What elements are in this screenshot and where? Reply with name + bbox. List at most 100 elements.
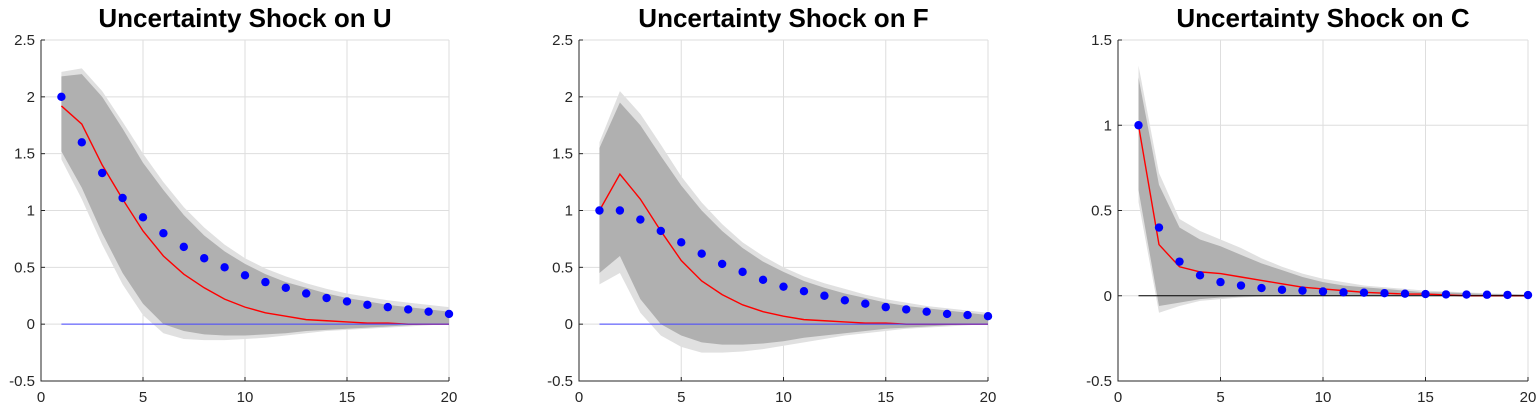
inner-band [599, 102, 988, 345]
data-point [717, 259, 727, 269]
data-point [200, 254, 209, 263]
x-tick-label: 10 [237, 389, 254, 406]
data-point [159, 229, 168, 238]
data-point [983, 312, 993, 321]
data-point [1339, 288, 1348, 297]
data-point [861, 299, 870, 308]
y-tick-label: 0 [1104, 288, 1112, 305]
data-point [1236, 281, 1246, 290]
data-point [363, 300, 372, 310]
y-tick-label: 1 [565, 203, 573, 220]
y-tick-label: 2.5 [14, 32, 35, 49]
data-point [322, 293, 331, 303]
x-tick-label: 20 [980, 389, 997, 406]
data-point [636, 215, 645, 224]
data-point [1462, 290, 1471, 299]
data-point [1298, 286, 1307, 295]
data-point [615, 206, 625, 215]
data-point [799, 287, 809, 296]
y-tick-label: 1.5 [14, 146, 35, 163]
data-point [1195, 271, 1205, 280]
data-point [1503, 290, 1512, 300]
data-point [261, 277, 270, 287]
data-point [881, 302, 890, 312]
data-point [1482, 290, 1492, 299]
data-point [1359, 288, 1369, 297]
y-tick-label: 1.5 [552, 146, 573, 163]
data-point [98, 168, 107, 178]
data-point [220, 263, 229, 272]
y-tick-label: 2.5 [552, 32, 573, 49]
data-point [840, 296, 850, 305]
data-point [902, 305, 911, 314]
data-point [240, 271, 250, 280]
data-point [424, 307, 433, 316]
data-point [383, 302, 392, 312]
y-tick-label: 0.5 [14, 259, 35, 276]
data-point [1441, 290, 1451, 299]
data-point [1400, 289, 1410, 298]
y-tick-label: 2 [27, 89, 35, 106]
data-point [342, 297, 352, 306]
data-point [1421, 289, 1430, 299]
panel-title: Uncertainty Shock on U [98, 3, 391, 33]
y-tick-label: 1 [27, 203, 35, 220]
y-tick-label: 1 [1104, 117, 1112, 134]
data-point [77, 138, 87, 147]
panel-title: Uncertainty Shock on C [1176, 3, 1469, 33]
inner-band [61, 74, 450, 336]
data-point [1380, 288, 1389, 298]
data-point [1277, 285, 1287, 294]
y-tick-label: 1.5 [1091, 32, 1112, 49]
data-point [444, 309, 454, 319]
x-tick-label: 10 [1315, 389, 1332, 406]
x-tick-label: 0 [37, 389, 45, 406]
panel-title: Uncertainty Shock on F [638, 3, 928, 33]
data-point [1257, 283, 1266, 293]
y-tick-label: -0.5 [1086, 373, 1112, 390]
median-line [60, 105, 449, 325]
x-tick-label: 10 [775, 389, 792, 406]
y-tick-label: 2 [565, 89, 573, 106]
x-tick-label: 15 [1417, 389, 1434, 406]
x-tick-label: 5 [139, 389, 147, 406]
x-tick-label: 5 [677, 389, 685, 406]
data-point [179, 242, 188, 252]
x-tick-label: 0 [1114, 389, 1122, 406]
data-point [963, 310, 972, 320]
data-point [1523, 290, 1533, 300]
y-tick-label: -0.5 [9, 373, 35, 390]
data-point [1216, 277, 1225, 287]
data-point [595, 206, 604, 215]
data-point [57, 92, 66, 102]
data-point [820, 291, 829, 300]
x-tick-label: 15 [877, 389, 894, 406]
x-tick-label: 5 [1216, 389, 1224, 406]
x-tick-label: 20 [1520, 389, 1537, 406]
y-tick-label: -0.5 [547, 373, 573, 390]
data-point [1154, 223, 1164, 232]
data-point [677, 238, 686, 247]
data-point [922, 307, 931, 316]
data-point [656, 226, 665, 236]
data-point [281, 283, 290, 292]
x-tick-label: 0 [575, 389, 583, 406]
data-point [302, 289, 311, 298]
data-point [1318, 287, 1328, 296]
data-point [404, 305, 413, 314]
data-point [779, 282, 788, 291]
data-point [1175, 257, 1184, 266]
data-point [758, 275, 768, 285]
data-point [942, 309, 952, 319]
data-point [1134, 121, 1143, 130]
x-tick-label: 15 [339, 389, 356, 406]
data-point [697, 249, 706, 258]
x-tick-label: 20 [441, 389, 458, 406]
data-point [738, 267, 747, 277]
inner-band [1138, 77, 1528, 306]
data-point [118, 193, 127, 203]
